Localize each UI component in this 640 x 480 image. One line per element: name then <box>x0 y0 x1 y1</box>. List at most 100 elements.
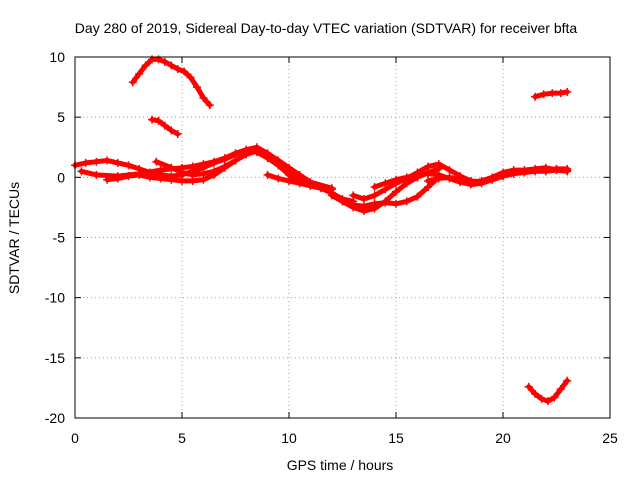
data-point <box>349 191 358 200</box>
y-tick-label: 10 <box>49 49 65 65</box>
data-point <box>148 115 157 124</box>
data-point <box>424 162 433 171</box>
series-arc-l <box>531 87 572 101</box>
data-point <box>466 178 475 187</box>
data-point <box>220 154 229 163</box>
data-point <box>103 175 112 184</box>
y-tick-label: -5 <box>53 230 66 246</box>
data-point <box>543 397 552 406</box>
data-point <box>173 65 182 74</box>
series-arc-i <box>424 163 572 187</box>
data-point <box>402 197 411 206</box>
data-point <box>531 164 540 173</box>
data-point <box>180 67 189 76</box>
data-point <box>563 87 572 96</box>
data-point <box>167 126 176 135</box>
data-point <box>327 191 336 200</box>
data-point <box>77 167 86 176</box>
data-point <box>178 176 186 185</box>
data-point <box>556 89 565 98</box>
data-point <box>274 174 283 183</box>
y-tick-label: -10 <box>45 290 65 306</box>
data-point <box>128 78 137 87</box>
axis-ticks: 0 5 10 15 20 25 -20 -15 -10 -5 0 5 10 <box>45 49 618 446</box>
data-point <box>434 174 443 183</box>
chart-title: Day 280 of 2019, Sidereal Day-to-day VTE… <box>75 20 578 36</box>
data-point <box>92 157 101 166</box>
data-point <box>167 61 176 70</box>
data-point <box>477 176 486 185</box>
data-point <box>338 197 347 206</box>
y-tick-label: 5 <box>57 109 65 125</box>
data-point <box>539 90 548 99</box>
data-point <box>199 160 208 169</box>
data-point <box>563 167 572 176</box>
data-point <box>295 170 304 179</box>
data-point <box>488 173 497 182</box>
y-axis-label: SDTVAR / TECUs <box>6 182 22 294</box>
data-point <box>424 169 433 178</box>
data-point <box>124 161 133 170</box>
data-point <box>424 176 433 185</box>
data-point <box>381 179 390 188</box>
data-point <box>186 73 195 82</box>
data-point <box>509 166 518 175</box>
x-tick-label: 20 <box>495 430 511 446</box>
data-point <box>381 198 390 207</box>
data-series <box>71 55 572 406</box>
data-point <box>188 170 197 179</box>
data-point <box>445 166 454 175</box>
data-point <box>402 173 411 182</box>
data-point <box>81 158 90 167</box>
data-point <box>210 157 219 166</box>
data-point <box>263 151 272 160</box>
data-point <box>556 385 565 394</box>
data-point <box>295 179 304 188</box>
data-point <box>199 93 208 102</box>
data-point <box>220 162 229 171</box>
data-point <box>92 170 101 179</box>
data-point <box>160 121 169 130</box>
data-point <box>413 192 422 201</box>
data-point <box>392 187 400 196</box>
series-arc-m <box>524 376 572 406</box>
data-point <box>156 166 165 175</box>
data-point <box>306 181 315 190</box>
data-point <box>135 170 144 179</box>
data-point <box>537 394 546 403</box>
data-point <box>541 163 550 172</box>
y-tick-label: 0 <box>57 169 65 185</box>
data-point <box>285 163 293 172</box>
x-tick-label: 5 <box>178 430 186 446</box>
x-tick-label: 10 <box>281 430 297 446</box>
data-point <box>370 191 379 200</box>
data-point <box>445 173 454 182</box>
data-point <box>524 382 533 391</box>
data-point <box>392 199 400 208</box>
data-point <box>156 174 165 183</box>
data-point <box>413 170 422 179</box>
data-point <box>520 166 529 175</box>
data-point <box>124 172 133 181</box>
data-point <box>188 162 197 171</box>
series-arc-j <box>128 55 214 110</box>
data-point <box>563 376 572 385</box>
data-point <box>178 168 186 177</box>
data-point <box>392 175 400 184</box>
data-point <box>103 156 112 165</box>
y-tick-label: -15 <box>45 350 65 366</box>
data-point <box>113 158 122 167</box>
data-point <box>205 101 214 110</box>
series-arc-k <box>148 115 182 139</box>
data-point <box>167 175 176 184</box>
data-point <box>434 160 443 169</box>
data-point <box>550 393 559 402</box>
data-point <box>370 199 379 208</box>
data-point <box>552 166 561 175</box>
data-point <box>160 57 169 66</box>
data-point <box>456 175 465 184</box>
data-point <box>231 156 240 165</box>
data-point <box>145 173 154 182</box>
y-tick-label: -20 <box>45 410 65 426</box>
